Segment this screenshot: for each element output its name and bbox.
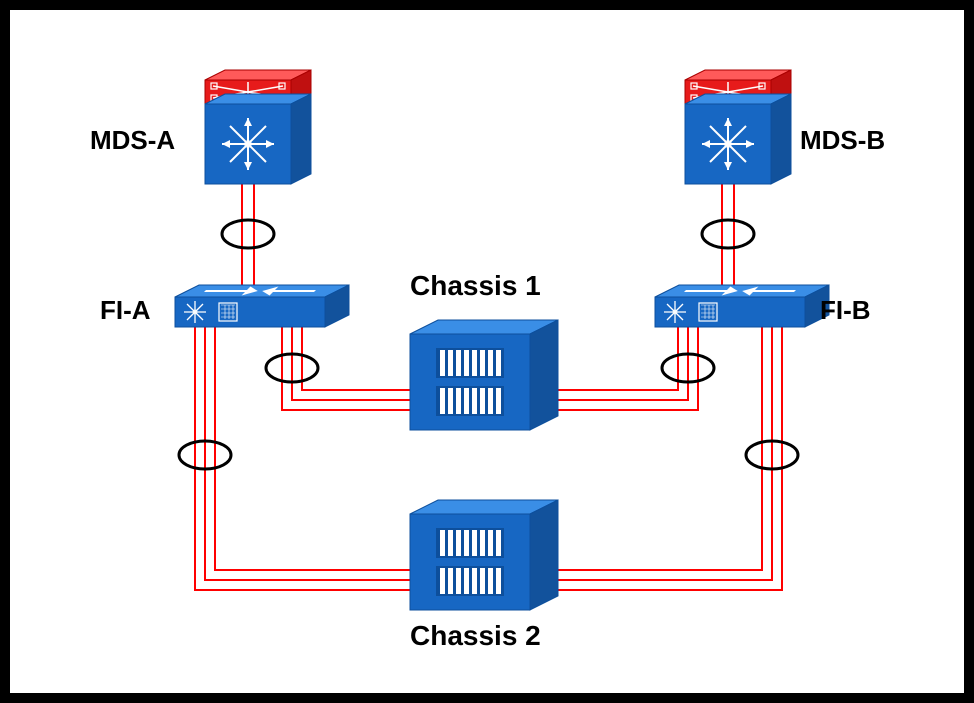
chassis-2-label: Chassis 2 xyxy=(410,620,541,652)
mds-a-label: MDS-A xyxy=(90,125,175,156)
mds-b-icon xyxy=(10,10,964,693)
fi-b-icon xyxy=(10,10,964,693)
mds-a-icon xyxy=(10,10,964,693)
bundle-rings xyxy=(10,10,964,693)
cables-layer xyxy=(10,10,964,693)
chassis-2-icon xyxy=(10,10,964,693)
fi-b-label: FI-B xyxy=(820,295,871,326)
chassis-1-label: Chassis 1 xyxy=(410,270,541,302)
mds-b-label: MDS-B xyxy=(800,125,885,156)
chassis-1-icon xyxy=(10,10,964,693)
fi-a-label: FI-A xyxy=(100,295,151,326)
diagram-canvas: MDS-A MDS-B FI-A FI-B Chassis 1 Chassis … xyxy=(0,0,974,703)
fi-a-icon xyxy=(10,10,964,693)
